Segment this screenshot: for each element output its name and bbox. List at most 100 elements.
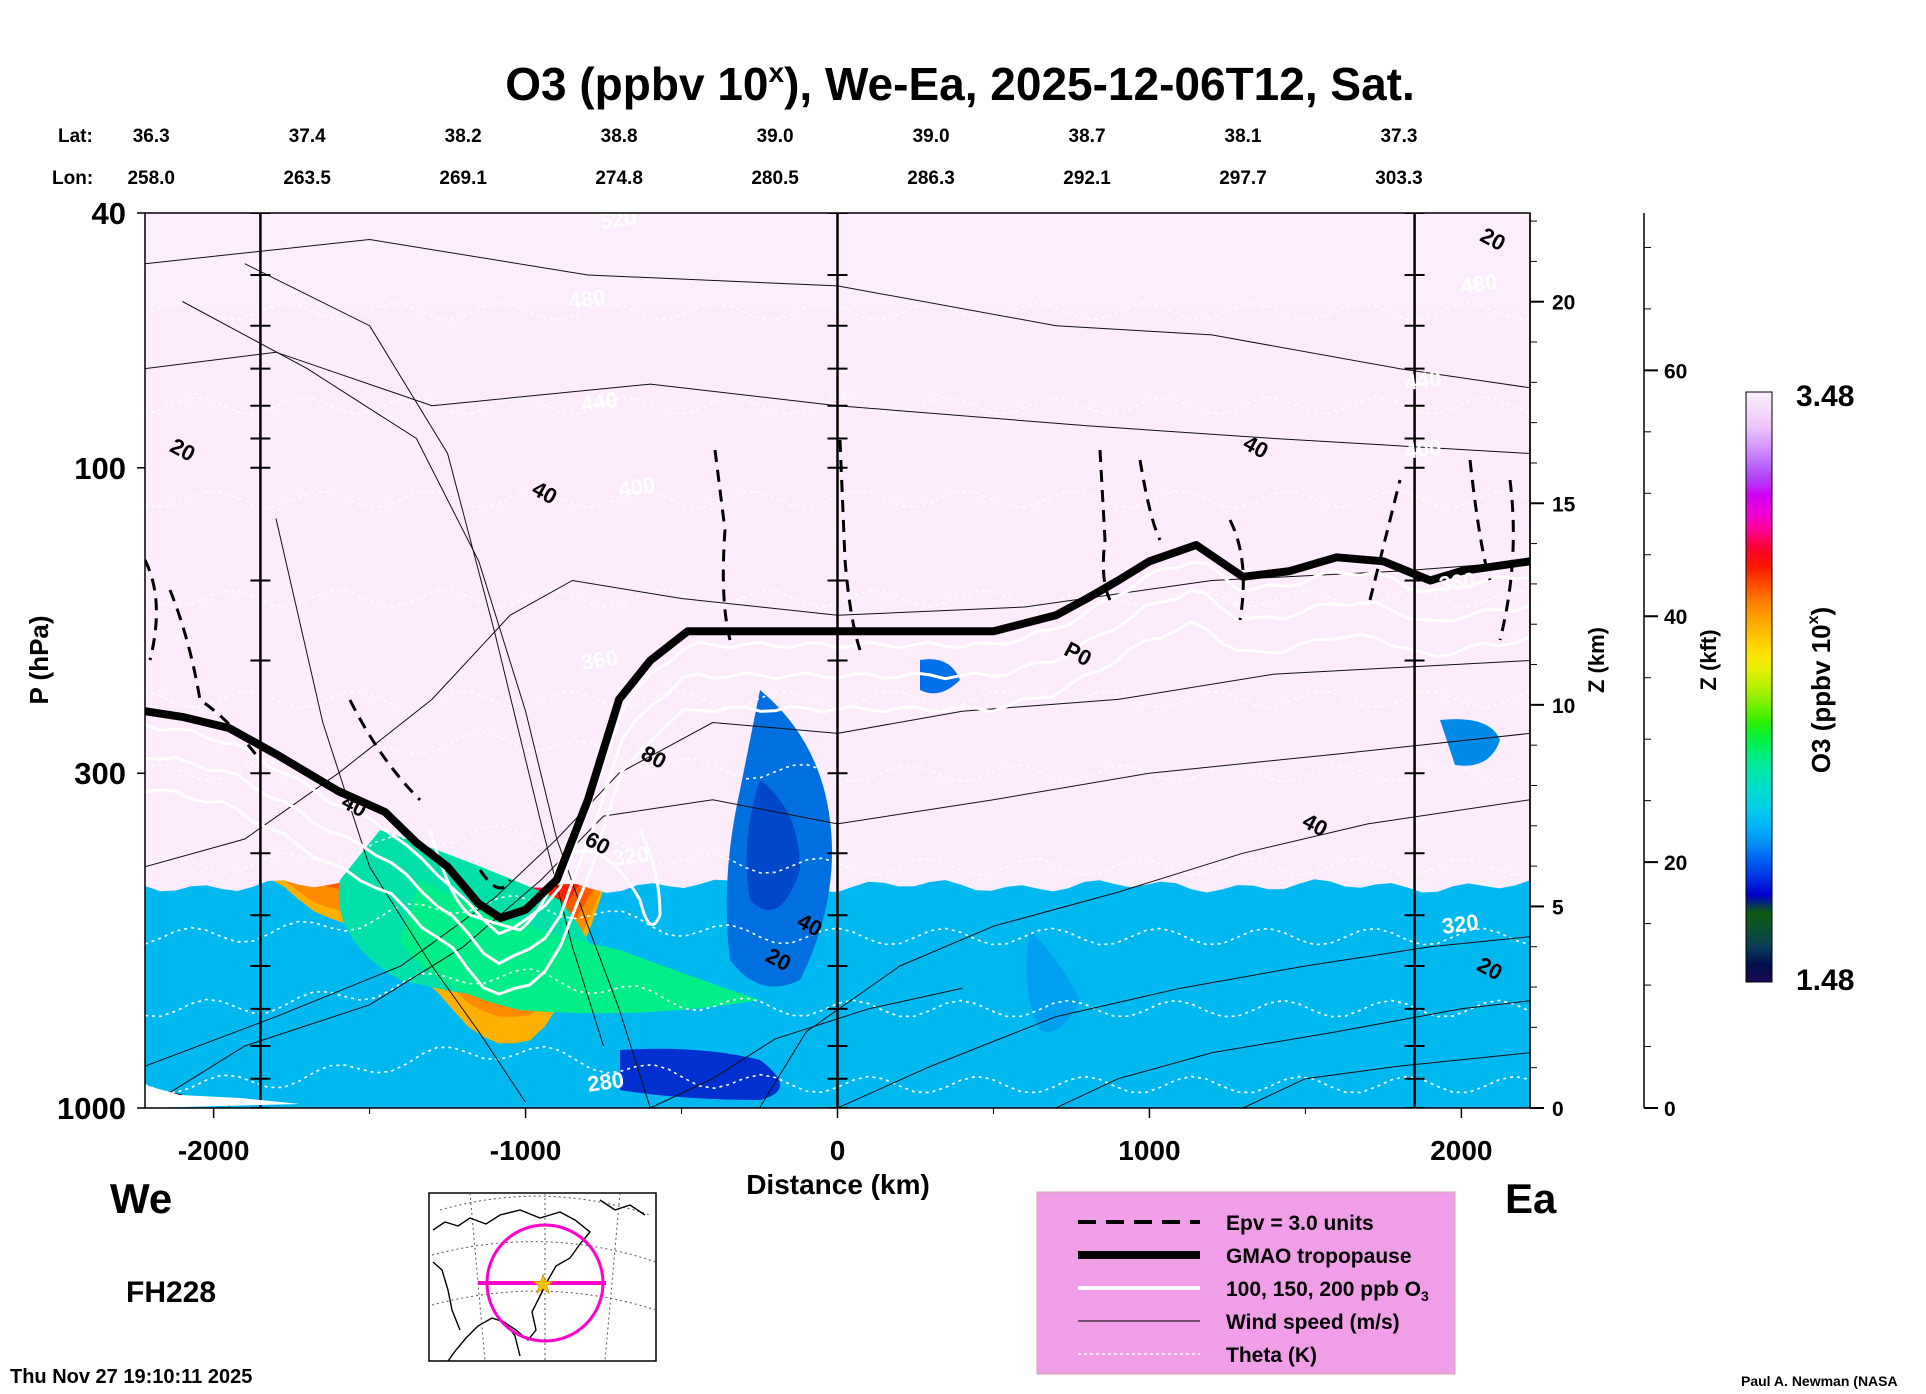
title-rest: ), We-Ea, 2025-12-06T12, Sat. — [784, 58, 1415, 110]
colorbar-min-label: 1.48 — [1796, 964, 1854, 997]
wind-speed-contour — [275, 518, 527, 1103]
wind-speed-contour — [759, 799, 1530, 1108]
inset-map: ★ — [428, 1192, 657, 1362]
lat-value: 39.0 — [913, 126, 950, 147]
colorbar-title-rest: ) — [1806, 607, 1836, 616]
center-star-icon: ★ — [531, 1269, 554, 1299]
legend-label-epv: Epv = 3.0 units — [1226, 1212, 1374, 1235]
forecast-hour: FH228 — [126, 1276, 216, 1309]
theta-contour — [145, 894, 1530, 946]
z-km-tick-label: 0 — [1552, 1098, 1564, 1121]
z-kft-tick-label: 60 — [1664, 360, 1687, 383]
wind-speed-contour — [244, 263, 604, 1047]
contour-label: 320 — [1440, 909, 1480, 939]
north-america-coastline — [432, 1199, 646, 1362]
colorbar: 3.48 1.48 O3 (ppbv 10x) — [1745, 380, 1854, 997]
x-axis-label: Distance (km) — [746, 1169, 930, 1200]
z-km-tick-label: 10 — [1552, 695, 1575, 718]
y-tick-label: 300 — [74, 756, 126, 791]
x-tick-label: 1000 — [1118, 1135, 1180, 1166]
y-axis-label: P (hPa) — [24, 615, 54, 704]
vertical-marker-lines — [250, 213, 1425, 1108]
wind-speed-contour — [145, 660, 1530, 1067]
epv-contour — [1138, 459, 1162, 541]
lon-value: 269.1 — [439, 168, 487, 189]
lon-value: 303.3 — [1375, 168, 1423, 189]
lat-value: 37.3 — [1380, 126, 1417, 147]
wind-speed-contour — [145, 238, 1530, 389]
x-tick-label: 2000 — [1430, 1135, 1492, 1166]
wind-speed-contour — [1242, 1052, 1530, 1108]
legend-label-theta: Theta (K) — [1226, 1344, 1317, 1367]
z-kft-axis: 0 20 40 60 — [1643, 213, 1687, 1121]
credit: Paul A. Newman (NASA — [1741, 1373, 1898, 1389]
x-tick-label: -1000 — [490, 1135, 562, 1166]
surface-mask — [145, 1085, 300, 1108]
x-tick-label: -2000 — [178, 1135, 250, 1166]
contour-label: 400 — [1403, 434, 1443, 464]
east-label: Ea — [1505, 1175, 1557, 1222]
title-superscript: x — [769, 57, 785, 88]
lat-value: 38.8 — [601, 126, 638, 147]
lon-value: 297.7 — [1219, 168, 1267, 189]
theta-contour — [145, 824, 1530, 876]
contour-label: 360 — [579, 645, 619, 675]
x-axis: -2000 -1000 0 1000 2000 — [178, 1108, 1493, 1166]
z-km-axis: 0 5 10 15 20 — [1529, 213, 1576, 1121]
lat-value: 38.2 — [445, 126, 482, 147]
wind-speed-contour — [145, 351, 1530, 454]
theta-contour — [145, 731, 1530, 783]
wind-speed-contour — [837, 936, 1530, 1108]
epv-contour — [145, 559, 158, 661]
lon-value: 263.5 — [283, 168, 331, 189]
contour-label: 360 — [1437, 567, 1477, 597]
darker-blue-blob — [746, 780, 800, 910]
contour-label: 480 — [567, 284, 607, 314]
lat-value: 38.1 — [1225, 126, 1262, 147]
epv-contour — [348, 699, 422, 802]
lon-value: 286.3 — [907, 168, 955, 189]
colorbar-title-superscript: x — [1805, 615, 1822, 624]
epv-contour — [1228, 519, 1245, 621]
wind-speed-contour — [650, 987, 963, 1108]
west-label: We — [110, 1175, 172, 1222]
lon-value: 292.1 — [1063, 168, 1111, 189]
contour-label: 320 — [611, 841, 651, 871]
chart-title: O3 (ppbv 10x), We-Ea, 2025-12-06T12, Sat… — [505, 57, 1415, 110]
z-kft-tick-label: 40 — [1664, 606, 1687, 629]
lon-value: 280.5 — [751, 168, 799, 189]
timestamp: Thu Nov 27 19:10:11 2025 — [10, 1366, 252, 1388]
lat-value: 39.0 — [757, 126, 794, 147]
z-kft-axis-label: Z (kft) — [1696, 629, 1721, 690]
contour-label: 400 — [617, 472, 657, 502]
x-tick-label: 0 — [830, 1135, 846, 1166]
colorbar-max-label: 3.48 — [1796, 380, 1854, 413]
contour-label: 440 — [1403, 365, 1443, 395]
z-km-tick-label: 5 — [1552, 896, 1564, 919]
z-kft-tick-label: 20 — [1664, 852, 1687, 875]
z-km-tick-label: 20 — [1552, 292, 1575, 315]
z-kft-tick-label: 0 — [1664, 1098, 1676, 1121]
legend: Epv = 3.0 units GMAO tropopause 100, 150… — [1036, 1191, 1456, 1375]
y-axis-pressure: 40 100 300 1000 — [57, 196, 145, 1126]
z-km-axis-label: Z (km) — [1584, 627, 1609, 693]
lon-label: Lon: — [52, 168, 93, 189]
legend-label-ozone: 100, 150, 200 ppb O3 — [1226, 1278, 1429, 1304]
epv-contour — [1098, 449, 1112, 601]
lat-lon-header: Lat: Lon: 36.3 258.0 37.4 263.5 38.2 269.1 38.… — [52, 126, 1423, 189]
ozone-ppb-fold-contour — [428, 829, 662, 932]
lat-value: 36.3 — [133, 126, 170, 147]
wind-speed-contour — [1055, 1000, 1530, 1108]
y-tick-label: 40 — [92, 196, 126, 231]
legend-label-wind: Wind speed (m/s) — [1226, 1311, 1400, 1334]
tropopause-line — [145, 541, 1530, 922]
blue-patch-blob — [1440, 719, 1500, 766]
lat-label: Lat: — [58, 126, 93, 147]
epv-contour — [478, 869, 512, 890]
contour-label: 520 — [598, 204, 638, 234]
colorbar-bar — [1745, 391, 1773, 983]
theta-contour — [145, 967, 1530, 1018]
legend-label-ozone-subscript: 3 — [1421, 1288, 1429, 1304]
